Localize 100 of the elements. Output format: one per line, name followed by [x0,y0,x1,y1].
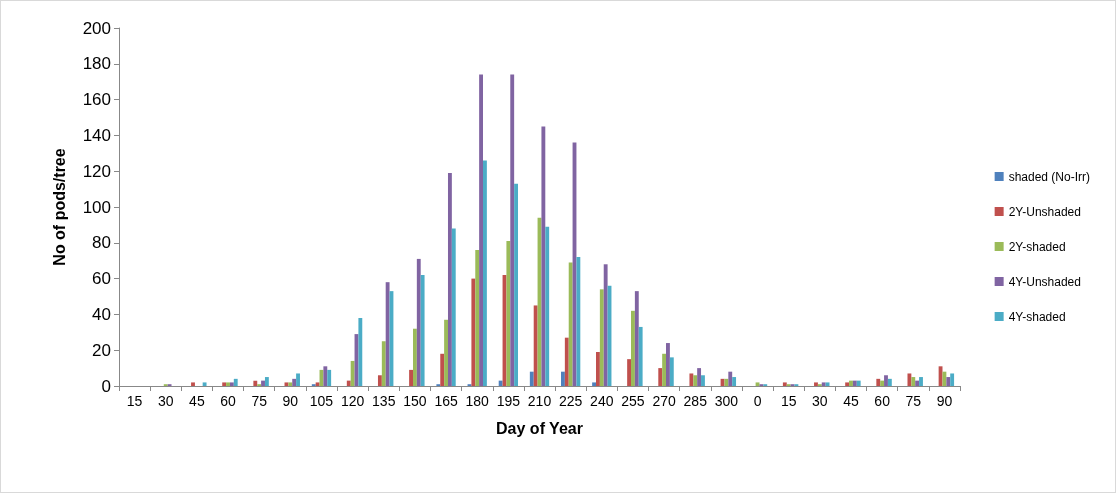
x-tick-label: 120 [340,393,365,409]
bar [689,373,694,386]
y-tick-label: 180 [82,54,111,74]
x-tick-label: 30 [812,393,828,409]
bar [658,368,663,386]
bar [420,275,425,386]
x-tick-label: 75 [905,393,922,409]
y-tick-label: 80 [92,233,111,253]
bar [264,377,269,386]
x-tick-label: 255 [621,393,645,409]
bar [323,366,328,386]
bar [845,382,850,386]
bar [946,377,951,386]
bar [346,380,351,386]
x-tick-label: 60 [220,393,237,409]
bar [381,341,386,386]
bar [233,378,238,386]
legend-label: 2Y-Unshaded [1008,204,1081,219]
x-tick-label: 15 [126,393,143,409]
bar [541,126,546,386]
bar [514,183,519,386]
bar [669,357,674,386]
bar [191,382,195,386]
bar [697,368,702,386]
bar [849,380,853,386]
x-tick-label: 0 [753,393,762,409]
y-axis-title: No of pods/tree [50,148,68,266]
bar [627,359,632,386]
x-tick-label: 165 [434,393,458,409]
bar [942,371,947,386]
legend-label: 4Y-Unshaded [1008,274,1081,289]
y-tick-label: 100 [82,197,111,217]
bar [261,380,265,386]
bar [603,264,608,386]
bar [447,172,452,386]
y-tick-label: 140 [82,125,111,145]
bar [451,228,456,386]
y-tick-label: 60 [92,269,111,289]
bar [950,373,955,386]
legend-label: 4Y-shaded [1008,309,1066,324]
bar [666,343,670,386]
bar [880,380,885,386]
x-tick-label: 135 [372,393,396,409]
y-tick-label: 200 [82,18,111,38]
x-tick-label: 240 [590,393,614,409]
bar [564,337,569,386]
y-tick-label: 120 [82,161,111,181]
bar [498,380,503,386]
bar [440,353,445,386]
bar [471,278,476,386]
bar [479,74,483,386]
x-axis-title: Day of Year [496,419,583,437]
bar [409,369,413,386]
x-tick-label: 270 [652,393,676,409]
bar [662,353,667,386]
bar [919,377,923,386]
bar [412,328,417,386]
bar [292,378,297,386]
x-tick-label: 45 [843,393,859,409]
bar [222,382,227,386]
x-tick-label: 30 [157,393,174,409]
bar [852,380,857,386]
bar [229,382,234,386]
bar [545,226,550,386]
bar [510,74,515,386]
x-tick-label: 225 [558,393,583,409]
bar [506,241,511,386]
bar [915,380,920,386]
bar [253,380,258,386]
bar [377,375,382,386]
y-tick-label: 20 [92,340,111,360]
bar [876,378,881,386]
bar [592,382,596,386]
bar [884,375,888,386]
bar [350,360,355,386]
bar [631,310,635,386]
bar [596,351,600,386]
x-tick-label: 75 [251,393,268,409]
bar [576,257,581,386]
bar [732,377,737,386]
y-tick-label: 0 [101,376,111,396]
x-tick-label: 45 [189,393,205,409]
bar [533,305,538,386]
bar [226,382,230,386]
bar [327,369,332,386]
bar [638,326,643,386]
bar [701,375,705,386]
x-tick-label: 195 [496,393,521,409]
x-tick-label: 15 [780,393,797,409]
bar [634,291,639,386]
bar [288,382,293,386]
x-tick-label: 90 [936,393,953,409]
bar [728,371,733,386]
bar [724,378,729,386]
bar [782,382,787,386]
bar [856,380,861,386]
x-tick-label: 60 [874,393,891,409]
x-tick-label: 105 [309,393,334,409]
x-tick-label: 300 [714,393,739,409]
bar [296,373,300,386]
